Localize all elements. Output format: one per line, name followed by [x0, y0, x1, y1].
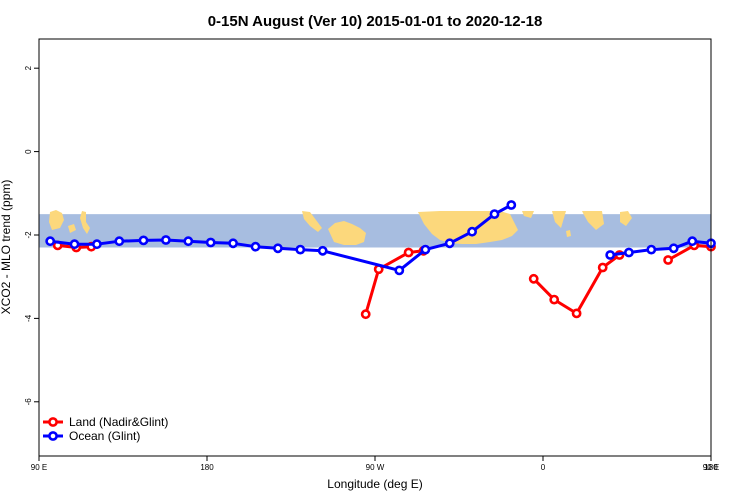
ocean-point-1-1 [624, 247, 634, 258]
ocean-point-0-6 [183, 236, 194, 247]
land-sri-lanka [566, 230, 571, 237]
y-tick-label: -4 [24, 314, 33, 322]
x-tick-label: 90 E [31, 463, 47, 472]
land-borneo [49, 210, 64, 230]
ocean-point-0-12 [317, 245, 328, 256]
x-axis-label: Longitude (deg E) [327, 477, 422, 491]
ocean-point-0-3 [114, 236, 125, 247]
ocean-point-0-5 [160, 235, 171, 245]
land-point-1-0 [360, 309, 371, 320]
ocean-point-0-9 [250, 241, 261, 252]
land-point-3-0 [663, 255, 673, 265]
land-indochina [582, 211, 604, 230]
land-arabia [522, 211, 534, 218]
land-new-guinea [68, 224, 76, 233]
y-tick-label: 0 [24, 149, 33, 154]
ocean-point-0-15 [444, 238, 455, 249]
ocean-point-1-3 [668, 243, 679, 254]
ocean-point-0-1 [69, 239, 80, 250]
ocean-point-1-2 [646, 244, 657, 255]
ocean-point-0-10 [272, 243, 283, 254]
ocean-point-0-8 [228, 238, 238, 249]
y-tick-label: -6 [24, 398, 33, 406]
y-axis: -6 -4 -2 0 2 [24, 65, 39, 405]
ocean-point-0-2 [92, 239, 102, 250]
ocean-point-0-4 [138, 235, 149, 246]
land-series-line-2 [532, 253, 621, 315]
series-layer [45, 200, 716, 320]
legend-label-land: Land (Nadir&Glint) [69, 415, 168, 429]
ocean-point-1-4 [687, 236, 698, 247]
x-tick-label: 180 [704, 463, 718, 472]
land-series-line-1 [364, 249, 424, 315]
land-india [552, 211, 566, 228]
ocean-point-0-13 [394, 265, 405, 276]
land-africa [418, 211, 518, 244]
x-tick-label: 0 [541, 463, 546, 472]
legend-label-ocean: Ocean (Glint) [69, 429, 140, 443]
ocean-point-0-7 [205, 237, 216, 248]
land-masses [49, 210, 632, 245]
legend-marker-ocean [48, 431, 58, 441]
background-world-map [39, 210, 711, 248]
land-borneo-east [620, 211, 632, 226]
ocean-point-0-16 [467, 226, 477, 237]
land-central-america [302, 211, 322, 232]
y-axis-label: XCO2 - MLO trend (ppm) [0, 180, 13, 315]
ocean-point-0-14 [420, 244, 431, 255]
land-point-1-2 [403, 247, 414, 258]
ocean-point-0-0 [45, 236, 56, 247]
land-point-2-1 [549, 294, 560, 305]
x-tick-label: 180 [200, 463, 214, 472]
chart-title: 0-15N August (Ver 10) 2015-01-01 to 2020… [208, 13, 543, 30]
land-point-2-3 [597, 262, 608, 273]
ocean-point-1-0 [605, 250, 616, 260]
land-point-2-2 [571, 308, 582, 319]
y-tick-label: -2 [24, 231, 33, 239]
ocean-point-0-11 [295, 244, 306, 255]
land-south-america [328, 221, 366, 245]
ocean-point-0-17 [489, 209, 500, 219]
land-point-2-0 [528, 273, 539, 284]
legend: Land (Nadir&Glint)Ocean (Glint) [43, 415, 168, 443]
legend-marker-land [48, 417, 58, 427]
x-tick-label: 90 E [703, 463, 719, 472]
y-tick-label: 2 [24, 65, 33, 70]
x-tick-label: 90 W [366, 463, 385, 472]
land-philippines [80, 211, 90, 234]
ocean-point-0-18 [506, 200, 517, 210]
